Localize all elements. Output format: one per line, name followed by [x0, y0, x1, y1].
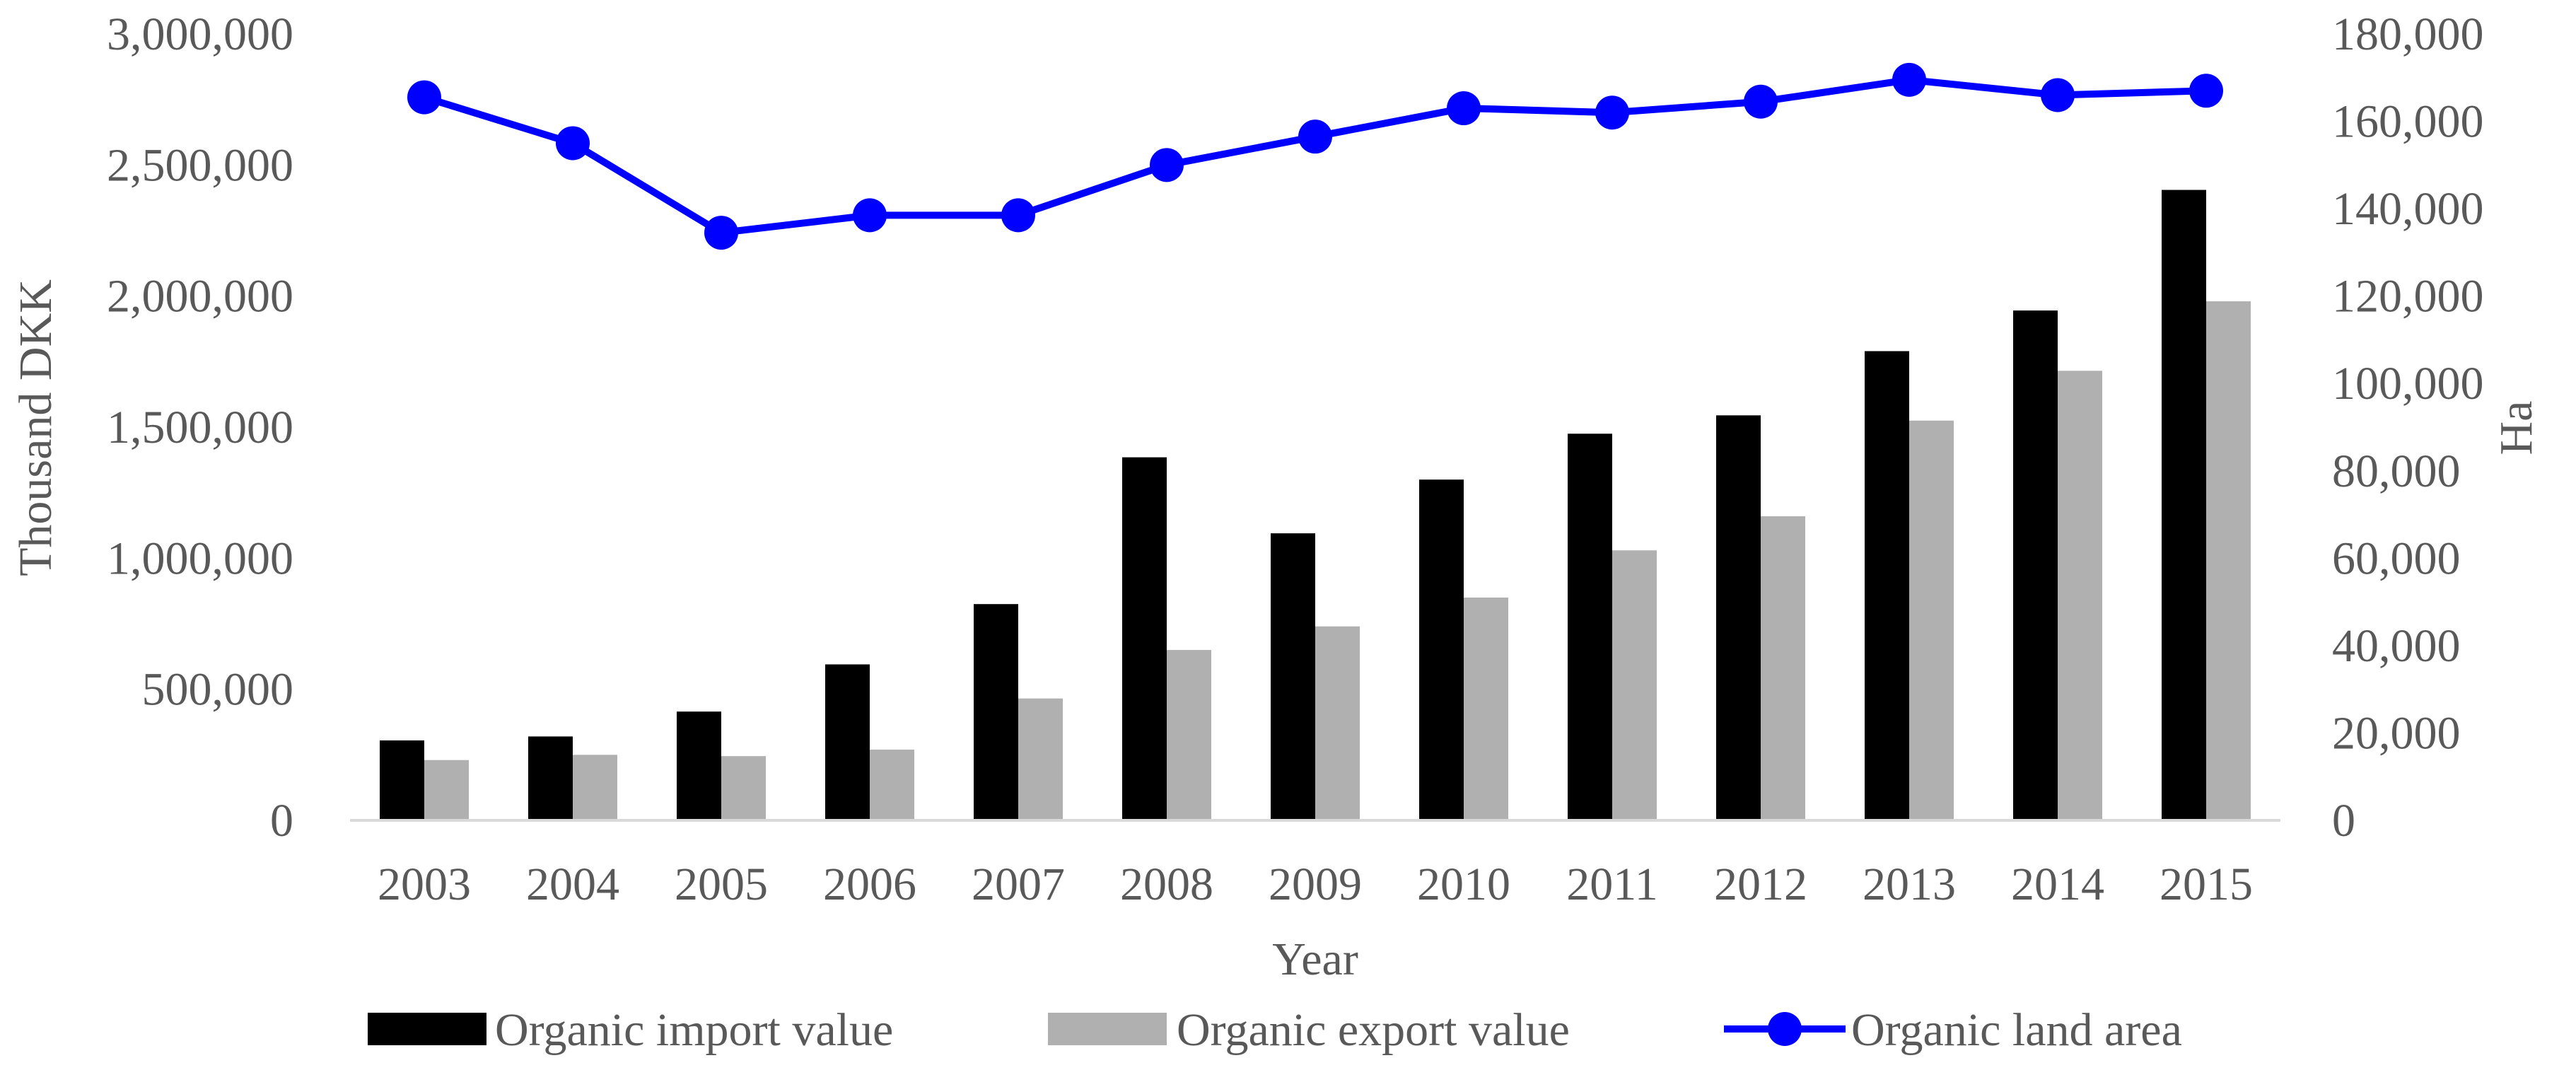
right-tick-label: 60,000 — [2332, 533, 2461, 584]
bar-export-2012 — [1761, 516, 1805, 820]
legend-swatch-export — [1048, 1013, 1167, 1045]
bar-import-2012 — [1716, 415, 1761, 820]
bar-import-2004 — [528, 736, 573, 820]
legend-swatch-import — [368, 1013, 486, 1045]
x-tick-label: 2008 — [1120, 859, 1213, 910]
bar-export-2007 — [1018, 698, 1063, 820]
x-tick-label: 2015 — [2160, 859, 2253, 910]
left-axis-ticks: 0 500,000 1,000,000 1,500,000 2,000,000 2,500… — [107, 8, 293, 847]
point-land-2014 — [2041, 78, 2075, 112]
legend-item-import: Organic import value — [368, 1004, 893, 1056]
right-tick-label: 40,000 — [2332, 620, 2461, 672]
y2-axis-title: Ha — [2490, 401, 2542, 455]
bars-layer — [380, 190, 2251, 821]
point-land-2005 — [704, 216, 738, 250]
point-land-2011 — [1595, 95, 1629, 130]
legend: Organic import value Organic export valu… — [368, 1004, 2182, 1056]
point-land-2004 — [556, 126, 590, 161]
x-tick-label: 2007 — [972, 859, 1065, 910]
left-tick-label: 500,000 — [142, 664, 294, 716]
bar-import-2009 — [1271, 533, 1315, 820]
right-tick-label: 180,000 — [2332, 8, 2484, 60]
point-land-2013 — [1892, 62, 1926, 97]
legend-marker-land — [1768, 1012, 1802, 1046]
bar-export-2008 — [1167, 650, 1211, 820]
right-tick-label: 100,000 — [2332, 358, 2484, 409]
x-tick-label: 2009 — [1269, 859, 1362, 910]
point-land-2003 — [407, 80, 441, 115]
right-axis-ticks: 0 20,000 40,000 60,000 80,000 100,000 120,000 1… — [2332, 8, 2484, 847]
bar-export-2006 — [870, 749, 914, 820]
x-tick-label: 2003 — [378, 859, 471, 910]
x-tick-label: 2005 — [675, 859, 768, 910]
bar-import-2005 — [677, 711, 721, 820]
right-tick-label: 0 — [2332, 795, 2355, 847]
x-axis-ticks: 2003 2004 2005 2006 2007 2008 2009 2010 2011 2012… — [378, 859, 2253, 910]
bar-export-2009 — [1315, 626, 1360, 820]
left-tick-label: 0 — [270, 795, 293, 847]
bar-export-2014 — [2058, 371, 2102, 820]
x-tick-label: 2014 — [2011, 859, 2104, 910]
bar-export-2011 — [1612, 550, 1657, 820]
legend-item-export: Organic export value — [1048, 1004, 1570, 1056]
bar-import-2014 — [2013, 310, 2058, 820]
point-land-2007 — [1001, 198, 1035, 233]
x-tick-label: 2010 — [1417, 859, 1510, 910]
bar-import-2003 — [380, 740, 424, 820]
bar-export-2010 — [1464, 597, 1508, 820]
point-land-2009 — [1298, 120, 1332, 154]
bar-export-2013 — [1909, 420, 1954, 820]
point-land-2015 — [2189, 74, 2223, 108]
legend-item-land: Organic land area — [1724, 1004, 2182, 1056]
line-layer — [407, 62, 2223, 250]
bar-import-2015 — [2162, 190, 2206, 821]
bar-import-2011 — [1568, 434, 1612, 820]
x-tick-label: 2013 — [1863, 859, 1956, 910]
right-tick-label: 140,000 — [2332, 183, 2484, 235]
bar-import-2006 — [825, 664, 870, 820]
bar-export-2015 — [2206, 301, 2251, 821]
left-tick-label: 2,000,000 — [107, 271, 293, 322]
left-tick-label: 1,500,000 — [107, 402, 293, 453]
point-land-2012 — [1744, 84, 1778, 119]
bar-import-2013 — [1865, 351, 1909, 820]
bar-export-2004 — [573, 755, 617, 820]
bar-import-2010 — [1419, 479, 1464, 820]
line-land-area — [423, 76, 2207, 237]
x-tick-label: 2011 — [1566, 859, 1658, 910]
left-tick-label: 2,500,000 — [107, 139, 293, 191]
left-tick-label: 3,000,000 — [107, 8, 293, 60]
bar-import-2008 — [1122, 457, 1167, 820]
legend-label-land: Organic land area — [1851, 1004, 2182, 1056]
left-tick-label: 1,000,000 — [107, 533, 293, 584]
bar-import-2007 — [974, 604, 1018, 820]
bar-export-2003 — [424, 760, 469, 820]
x-tick-label: 2004 — [526, 859, 619, 910]
right-tick-label: 80,000 — [2332, 446, 2461, 497]
legend-label-export: Organic export value — [1177, 1004, 1570, 1056]
right-tick-label: 20,000 — [2332, 707, 2461, 759]
y-axis-title: Thousand DKK — [10, 279, 62, 576]
bar-export-2005 — [721, 756, 766, 820]
point-land-2008 — [1150, 148, 1184, 182]
legend-label-import: Organic import value — [495, 1004, 893, 1056]
x-axis-title: Year — [1272, 934, 1358, 985]
right-tick-label: 160,000 — [2332, 96, 2484, 148]
x-tick-label: 2006 — [823, 859, 916, 910]
point-land-2010 — [1447, 91, 1481, 126]
x-tick-label: 2012 — [1714, 859, 1807, 910]
point-land-2006 — [853, 198, 887, 233]
right-tick-label: 120,000 — [2332, 271, 2484, 322]
